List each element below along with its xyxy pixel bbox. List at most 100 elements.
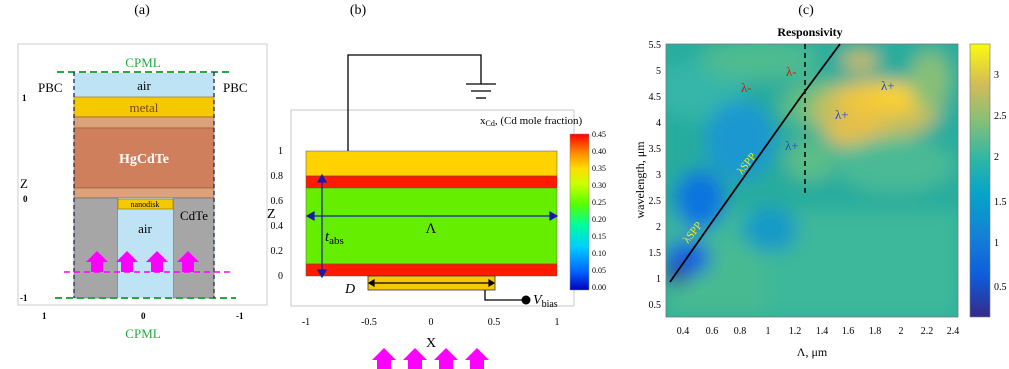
incident-arrow bbox=[372, 348, 396, 369]
colorbar-ticks-c: 3 2.5 2 1.5 1 0.5 bbox=[994, 70, 1007, 293]
panel-a-label: (a) bbox=[134, 3, 150, 18]
label-lambda-minus-2: λ- bbox=[786, 64, 797, 79]
bias-terminal bbox=[521, 295, 531, 305]
colorbar-tick: 0.35 bbox=[592, 164, 606, 173]
colorbar-tick: 0.45 bbox=[592, 130, 606, 139]
colorbar-c bbox=[969, 43, 991, 318]
layer-buffer-top bbox=[73, 116, 215, 129]
label-nanodisk: nanodisk bbox=[131, 200, 160, 209]
ground-wire bbox=[347, 54, 482, 151]
x-tick: 1 bbox=[555, 317, 560, 328]
tabs-arrowhead bbox=[316, 173, 328, 183]
tabs-arrowhead bbox=[316, 269, 328, 279]
heatmap-xlabel: Λ, μm bbox=[797, 345, 828, 359]
label-lambda-plus-2: λ+ bbox=[835, 107, 849, 122]
colorbar-ticks-b: 0.45 0.40 0.35 0.30 0.25 0.20 0.15 0.10 … bbox=[592, 130, 606, 292]
cpml-bottom-label: CPML bbox=[125, 326, 160, 341]
colorbar-tick: 0.00 bbox=[592, 283, 606, 292]
z-tick: 1 bbox=[278, 146, 283, 157]
x-tick-0: 0 bbox=[141, 311, 146, 321]
x-tick: 2 bbox=[899, 326, 904, 337]
z-tick-0: 0 bbox=[23, 194, 28, 204]
x-tick: 1.2 bbox=[789, 326, 802, 337]
y-tick: 4 bbox=[656, 118, 661, 129]
incident-arrow bbox=[116, 251, 138, 272]
incident-arrow bbox=[86, 251, 108, 272]
label-tabs: tabs bbox=[325, 229, 344, 247]
panel-b-label: (b) bbox=[350, 3, 367, 18]
cpml-top-label: CPML bbox=[125, 55, 160, 70]
layer-cap-b bbox=[305, 150, 558, 177]
x-tick: 0.8 bbox=[734, 326, 747, 337]
z-tick: 0.2 bbox=[271, 246, 284, 257]
axis-z-label-a: Z bbox=[20, 176, 28, 191]
colorbar-tick: 0.40 bbox=[592, 147, 606, 156]
axis-z-label-b: Z bbox=[267, 207, 276, 222]
pbc-right-label: PBC bbox=[223, 80, 248, 95]
x-tick: 1.6 bbox=[842, 326, 855, 337]
colorbar-tick: 1.5 bbox=[994, 197, 1007, 208]
layer-hgcdte bbox=[73, 127, 215, 189]
label-lambda-plus-3: λ+ bbox=[785, 138, 799, 153]
x-ticks-b: -1 -0.5 0 0.5 1 bbox=[302, 317, 560, 328]
layer-buffer-bottom bbox=[73, 187, 215, 199]
colorbar-tick: 0.25 bbox=[592, 198, 606, 207]
y-tick: 3 bbox=[656, 170, 661, 181]
z-ticks-b: 1 0.8 0.6 0.4 0.2 0 bbox=[271, 146, 284, 282]
label-period: Λ bbox=[426, 221, 437, 237]
label-metal: metal bbox=[130, 100, 159, 115]
x-ticks-c: 0.4 0.6 0.8 1 1.2 1.4 1.6 1.8 2 2.2 2.4 bbox=[677, 326, 960, 337]
z-tick: 0.8 bbox=[271, 171, 284, 182]
y-tick: 2 bbox=[656, 222, 661, 233]
x-tick: 0.5 bbox=[488, 317, 501, 328]
label-hgcdte: HgCdTe bbox=[119, 152, 169, 167]
panel-a: (a) CPML CPML PBC PBC air metal bbox=[17, 3, 268, 341]
x-tick: 0 bbox=[429, 317, 434, 328]
incident-arrow bbox=[434, 348, 458, 369]
x-tick: -0.5 bbox=[361, 317, 377, 328]
layer-cdte-right bbox=[172, 197, 215, 299]
incident-arrow bbox=[177, 251, 199, 272]
label-lambda-plus-1: λ+ bbox=[881, 78, 895, 93]
y-tick: 5.5 bbox=[649, 40, 662, 51]
panel-b: (b) tabs Λ D Vb bbox=[267, 3, 606, 369]
x-tick: 1.4 bbox=[816, 326, 829, 337]
z-tick-minus1: -1 bbox=[20, 293, 28, 303]
heatmap-frame bbox=[665, 43, 959, 318]
heatmap-field bbox=[666, 44, 958, 317]
period-arrowhead bbox=[305, 210, 315, 222]
label-d: D bbox=[344, 282, 355, 297]
heatmap-title: Responsivity bbox=[777, 25, 842, 39]
label-vbias: Vbias bbox=[533, 293, 558, 310]
y-ticks-c: 5.5 5 4.5 4 3.5 3 2.5 2 1.5 1 0.5 bbox=[649, 40, 662, 311]
y-tick: 0.5 bbox=[649, 300, 662, 311]
layer-barrier-bottom-b bbox=[305, 263, 558, 277]
x-tick: 1.8 bbox=[869, 326, 882, 337]
panel-c-label: (c) bbox=[798, 3, 814, 18]
z-tick: 0 bbox=[278, 271, 283, 282]
x-tick: 2.4 bbox=[947, 326, 960, 337]
source-arrows-a bbox=[86, 251, 199, 272]
source-arrows-b bbox=[372, 348, 489, 369]
x-tick-1: 1 bbox=[42, 311, 47, 321]
layer-air-bottom bbox=[118, 198, 173, 298]
y-tick: 1 bbox=[656, 274, 661, 285]
colorbar-tick: 0.10 bbox=[592, 249, 606, 258]
x-tick: 2.2 bbox=[921, 326, 934, 337]
layer-absorber-b bbox=[305, 187, 558, 265]
heatmap-ylabel: wavelength, μm bbox=[633, 141, 647, 219]
incident-arrow bbox=[146, 251, 168, 272]
panel-a-frame bbox=[17, 43, 268, 306]
colorbar-title-b: xCd, (Cd mole fraction) bbox=[480, 115, 583, 128]
colorbar-tick: 2 bbox=[994, 152, 999, 163]
y-tick: 2.5 bbox=[649, 196, 662, 207]
layer-cdte-left bbox=[73, 197, 119, 299]
pbc-left-label: PBC bbox=[38, 80, 63, 95]
colorbar-tick: 0.15 bbox=[592, 232, 606, 241]
colorbar-b bbox=[569, 133, 590, 291]
incident-arrow bbox=[465, 348, 489, 369]
bias-wire bbox=[484, 290, 525, 301]
colorbar-tick: 0.05 bbox=[592, 266, 606, 275]
axis-x-label-b: X bbox=[426, 336, 436, 351]
